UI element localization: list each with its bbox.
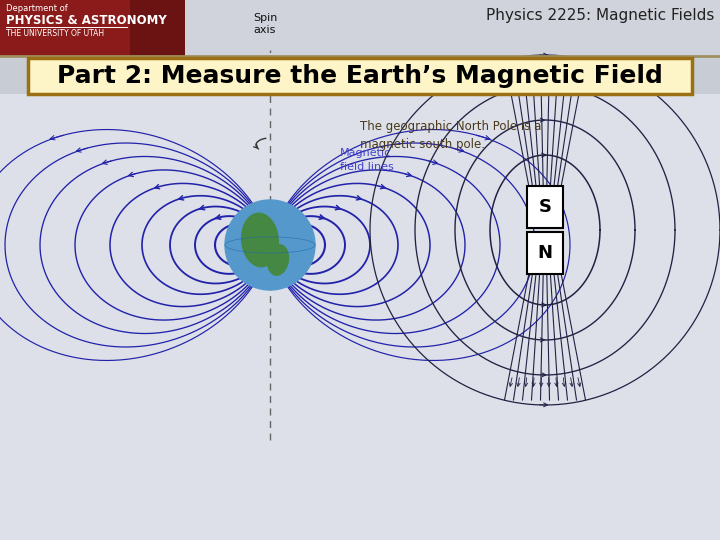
Circle shape <box>225 200 315 290</box>
Text: S: S <box>539 198 552 216</box>
Text: THE UNIVERSITY OF UTAH: THE UNIVERSITY OF UTAH <box>6 29 104 38</box>
Text: PHYSICS & ASTRONOMY: PHYSICS & ASTRONOMY <box>6 14 167 27</box>
FancyBboxPatch shape <box>28 58 692 94</box>
Text: Spin
axis: Spin axis <box>253 14 277 35</box>
Text: Part 2: Measure the Earth’s Magnetic Field: Part 2: Measure the Earth’s Magnetic Fie… <box>57 64 663 88</box>
Bar <box>527 232 563 274</box>
Ellipse shape <box>241 213 279 267</box>
Text: Magnetic
field lines: Magnetic field lines <box>340 148 394 172</box>
Bar <box>527 186 563 228</box>
Bar <box>0 94 720 540</box>
Bar <box>0 0 185 56</box>
Ellipse shape <box>267 244 289 276</box>
Bar <box>130 0 185 56</box>
Text: Physics 2225: Magnetic Fields: Physics 2225: Magnetic Fields <box>485 8 714 23</box>
Text: N: N <box>538 244 552 262</box>
Text: Department of: Department of <box>6 4 68 13</box>
Bar <box>0 0 720 56</box>
Text: The geographic North Pole is a
magnetic south pole.: The geographic North Pole is a magnetic … <box>360 120 541 151</box>
